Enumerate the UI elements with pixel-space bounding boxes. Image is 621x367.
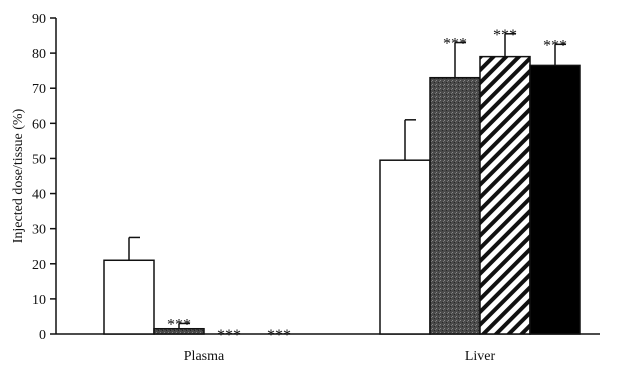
bar-liver-series-3 xyxy=(479,55,531,335)
y-tick-label: 80 xyxy=(32,47,46,62)
labels: Injected dose/tissue (%) *** *** *** Plasma *… xyxy=(11,27,567,364)
x-category-label: Liver xyxy=(465,349,496,364)
y-tick-label: 60 xyxy=(32,117,46,132)
y-tick-label: 30 xyxy=(32,223,46,238)
significance-label: *** xyxy=(167,316,191,333)
y-axis-title: Injected dose/tissue (%) xyxy=(11,108,26,243)
y-tick-label: 10 xyxy=(32,293,46,308)
x-category-label: Plasma xyxy=(184,349,225,364)
y-tick-label: 40 xyxy=(32,188,46,203)
y-tick-label: 70 xyxy=(32,82,46,97)
significance-label: *** xyxy=(443,36,467,53)
y-tick-label: 20 xyxy=(32,258,46,273)
significance-label: *** xyxy=(217,327,241,344)
significance-label: *** xyxy=(267,327,291,344)
significance-label: *** xyxy=(493,27,517,44)
y-tick-label: 0 xyxy=(39,328,46,343)
significance-label: *** xyxy=(543,37,567,54)
bar-liver-series-2 xyxy=(429,76,481,335)
bar-plasma-series-1 xyxy=(103,259,155,335)
bar-liver-series-1 xyxy=(379,159,431,335)
bars xyxy=(103,33,581,335)
y-tick-label: 90 xyxy=(32,12,46,27)
y-tick-label: 50 xyxy=(32,152,46,167)
bar-liver-series-4 xyxy=(529,64,581,335)
